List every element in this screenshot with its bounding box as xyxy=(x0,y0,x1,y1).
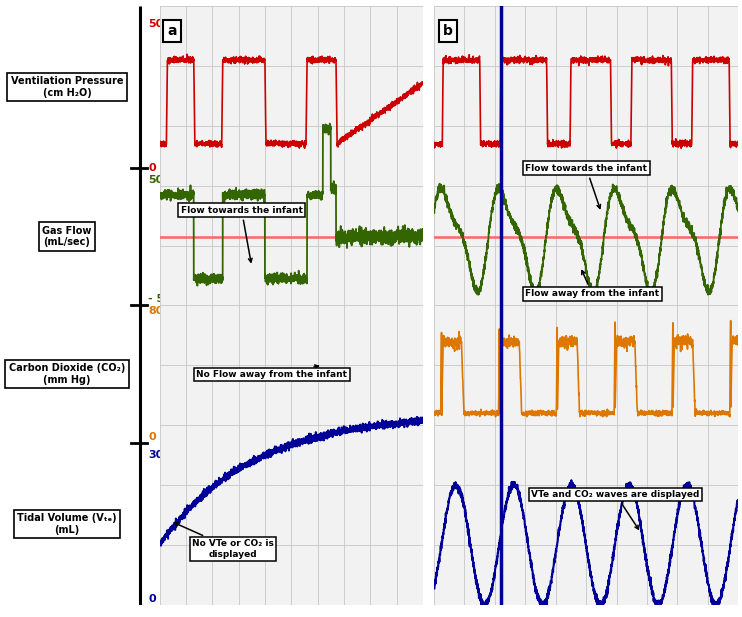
Text: VTe and CO₂ waves are displayed: VTe and CO₂ waves are displayed xyxy=(531,490,700,529)
Text: 0: 0 xyxy=(148,432,156,442)
Text: b: b xyxy=(443,24,453,38)
Text: Gas Flow
(mL/sec): Gas Flow (mL/sec) xyxy=(42,226,92,247)
Text: Ventilation Pressure
(cm H₂O): Ventilation Pressure (cm H₂O) xyxy=(10,76,123,97)
Text: Flow towards the infant: Flow towards the infant xyxy=(525,164,647,209)
Text: No VTe or CO₂ is
displayed: No VTe or CO₂ is displayed xyxy=(174,523,275,559)
Text: Carbon Dioxide (CO₂)
(mm Hg): Carbon Dioxide (CO₂) (mm Hg) xyxy=(9,363,125,385)
Text: 50: 50 xyxy=(148,175,164,184)
Text: 30: 30 xyxy=(148,450,164,460)
Text: 0: 0 xyxy=(148,163,156,173)
Text: - 50: - 50 xyxy=(148,294,172,304)
Text: 0: 0 xyxy=(148,594,156,603)
Text: No Flow away from the infant: No Flow away from the infant xyxy=(197,365,347,379)
Text: Flow towards the infant: Flow towards the infant xyxy=(180,205,303,262)
Text: Flow away from the infant: Flow away from the infant xyxy=(525,271,660,299)
Text: Tidal Volume (Vₜₑ)
(mL): Tidal Volume (Vₜₑ) (mL) xyxy=(17,513,116,535)
Text: 80: 80 xyxy=(148,307,164,317)
Text: a: a xyxy=(168,24,177,38)
Text: 50: 50 xyxy=(148,19,164,29)
